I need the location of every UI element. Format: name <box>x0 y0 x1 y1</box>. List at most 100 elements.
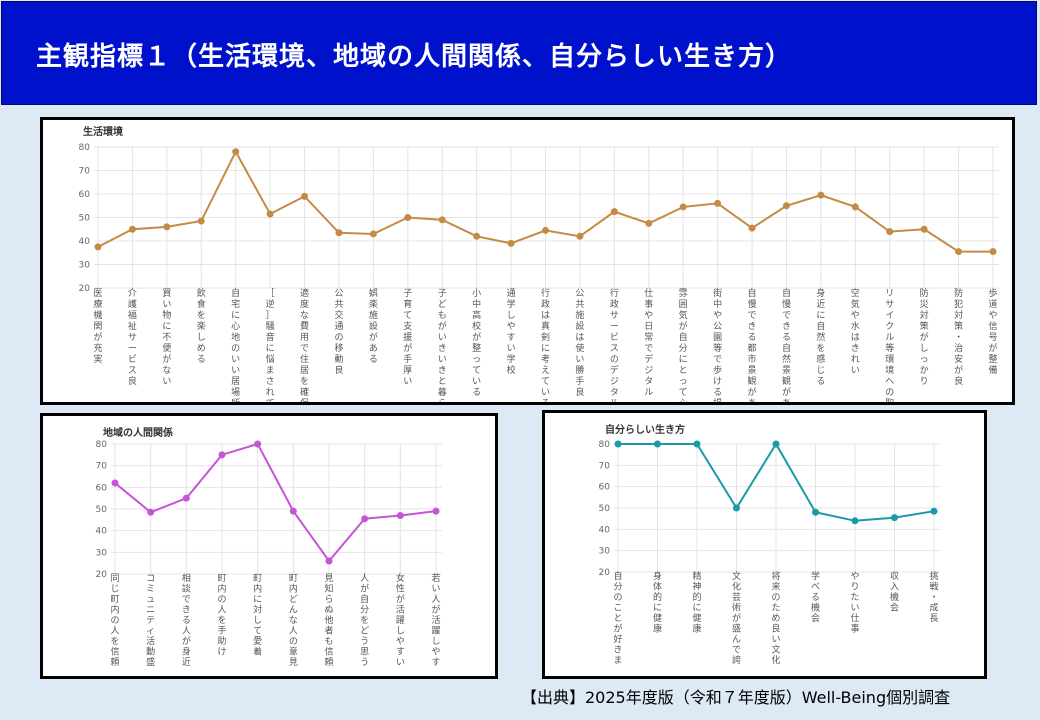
y-tick-label: 30 <box>599 547 611 557</box>
y-tick-label: 50 <box>96 505 108 515</box>
data-point <box>812 508 819 516</box>
data-point <box>772 440 780 448</box>
data-point <box>197 217 205 225</box>
data-point <box>325 557 333 565</box>
x-category-label: 相談できる人が身近 <box>182 572 191 668</box>
line-chart-self-lifestyle: 自分らしい生き方 20 30 40 50 60 70 80 自分のことが好きま 身体的に健康 精神的… <box>599 423 940 666</box>
x-category-label: 町内に対して愛着 <box>253 574 262 658</box>
chart-title: 生活環境 <box>83 125 123 138</box>
x-category-label: 町内の人を手助け <box>217 574 226 658</box>
y-tick-label: 20 <box>599 568 611 578</box>
x-category-label: ［逆］騒音に悩まされて <box>266 288 275 402</box>
y-tick-label: 20 <box>79 284 91 294</box>
series-line <box>114 442 437 563</box>
data-point <box>748 224 756 232</box>
data-point <box>438 216 446 224</box>
x-category-label: 医療機関が充実 <box>93 288 102 365</box>
data-point <box>714 199 722 207</box>
data-point <box>182 494 190 502</box>
x-category-label: 娯楽施設がある <box>369 287 378 365</box>
y-tick-label: 80 <box>79 143 91 153</box>
x-category-label: 収入機会 <box>890 570 899 614</box>
data-point <box>94 243 102 251</box>
x-category-label: 飲食を楽しめる <box>197 287 206 365</box>
data-point <box>369 230 377 238</box>
y-tick-label: 40 <box>599 525 611 535</box>
x-category-label: 通学しやすい学校 <box>507 288 516 376</box>
y-tick-label: 40 <box>96 527 108 537</box>
line-chart-life-environment: 生活環境 20 30 40 50 60 70 80 医療機関が充実 介護福祉サービス良 買い物に不便… <box>79 125 999 402</box>
x-category-label: 自分のことが好きま <box>613 570 622 666</box>
page-title: 主観指標１（生活環境、地域の人間関係、自分らしい生き方） <box>36 42 793 72</box>
data-point <box>361 515 369 523</box>
x-category-label: 自宅に心地のいい居場所 <box>231 287 240 402</box>
data-point <box>930 507 938 515</box>
data-point <box>989 248 997 256</box>
data-point <box>404 214 412 221</box>
x-category-label: 子育て支援が手厚い <box>403 288 412 387</box>
y-tick-label: 60 <box>79 190 91 200</box>
data-point <box>693 440 701 448</box>
data-point <box>542 226 549 234</box>
x-category-label: 学べる機会 <box>811 570 820 624</box>
x-category-label: 文化芸術が盛んで誇 <box>732 570 741 666</box>
x-category-label: 行政サービスのデジタル <box>610 287 619 402</box>
y-tick-label: 50 <box>79 214 91 224</box>
data-point <box>266 210 274 218</box>
data-point <box>218 451 226 459</box>
data-point <box>654 440 661 448</box>
x-category-label: 町内どんな人の意見 <box>289 574 298 668</box>
x-category-label: 介護福祉サービス良 <box>128 288 137 387</box>
y-tick-label: 70 <box>96 462 108 472</box>
x-category-label: 防災対策がしっかり <box>920 287 929 387</box>
x-category-label: 自慢できる都市景観があ <box>748 287 757 402</box>
line-chart-community-relations: 地域の人間関係 20 30 40 50 60 70 80 同じ町内の人を信頼 コミュニティ活動盛 相… <box>96 426 442 668</box>
data-point <box>886 228 894 236</box>
data-point <box>111 479 119 487</box>
x-category-label: 身近に自然を感じる <box>816 287 825 387</box>
x-category-label: 精神的に健康 <box>692 570 701 635</box>
data-point <box>147 508 155 516</box>
x-category-label: 歩道や信号が整備 <box>988 287 997 376</box>
x-category-label: 買い物に不便がない <box>162 288 171 387</box>
data-point <box>128 225 136 233</box>
x-category-label: 自慢できる自然景観があ <box>782 287 791 402</box>
data-point <box>817 191 825 199</box>
data-point <box>301 192 309 200</box>
data-point <box>473 232 481 240</box>
data-point <box>851 517 859 525</box>
x-category-label: 見知らぬ他者も信頼 <box>324 573 333 668</box>
y-tick-label: 70 <box>599 461 611 471</box>
data-point <box>610 208 618 216</box>
x-category-label: 将来のため良い文化 <box>771 571 780 666</box>
x-category-label: 人が自分をどう思う <box>360 573 369 668</box>
y-tick-label: 30 <box>96 548 108 558</box>
x-category-label: コミュニティ活動盛 <box>146 574 155 668</box>
y-tick-label: 30 <box>79 261 91 271</box>
chart-title: 地域の人間関係 <box>103 426 173 439</box>
data-point <box>955 248 963 256</box>
y-tick-label: 20 <box>96 570 108 580</box>
data-point <box>733 504 740 512</box>
data-point <box>507 239 515 247</box>
chart-panel-life-environment: 生活環境 20 30 40 50 60 70 80 医療機関が充実 介護福祉サービス良 買い物に不便… <box>40 117 1015 405</box>
data-point <box>891 514 898 522</box>
x-category-label: 身体的に健康 <box>653 570 662 635</box>
data-point <box>614 440 622 448</box>
x-category-label: 子どもがいきいきと暮ら <box>438 288 447 402</box>
chart-title: 自分らしい生き方 <box>605 423 685 436</box>
x-category-label: 小中高校が整っている <box>472 288 481 398</box>
x-category-label: 同じ町内の人を信頼 <box>110 573 119 668</box>
data-point <box>163 223 171 231</box>
x-category-label: 空気や水はきれい <box>851 287 860 376</box>
x-category-label: 行政は真剣に考えている <box>541 287 550 402</box>
data-point <box>576 232 584 240</box>
chart-panel-community-relations: 地域の人間関係 20 30 40 50 60 70 80 同じ町内の人を信頼 コミュニティ活動盛 相… <box>40 413 498 679</box>
y-tick-label: 70 <box>79 167 91 177</box>
x-category-label: 女性が活躍しやすい <box>396 572 405 668</box>
source-note: 【出典】2025年度版（令和７年度版）Well-Being個別調査 <box>521 688 951 707</box>
data-point <box>254 440 262 448</box>
x-category-label: 仕事や日常でデジタル <box>644 287 653 398</box>
y-tick-label: 40 <box>79 237 91 247</box>
x-category-label: 適度な費用で住居を確保 <box>300 287 309 402</box>
